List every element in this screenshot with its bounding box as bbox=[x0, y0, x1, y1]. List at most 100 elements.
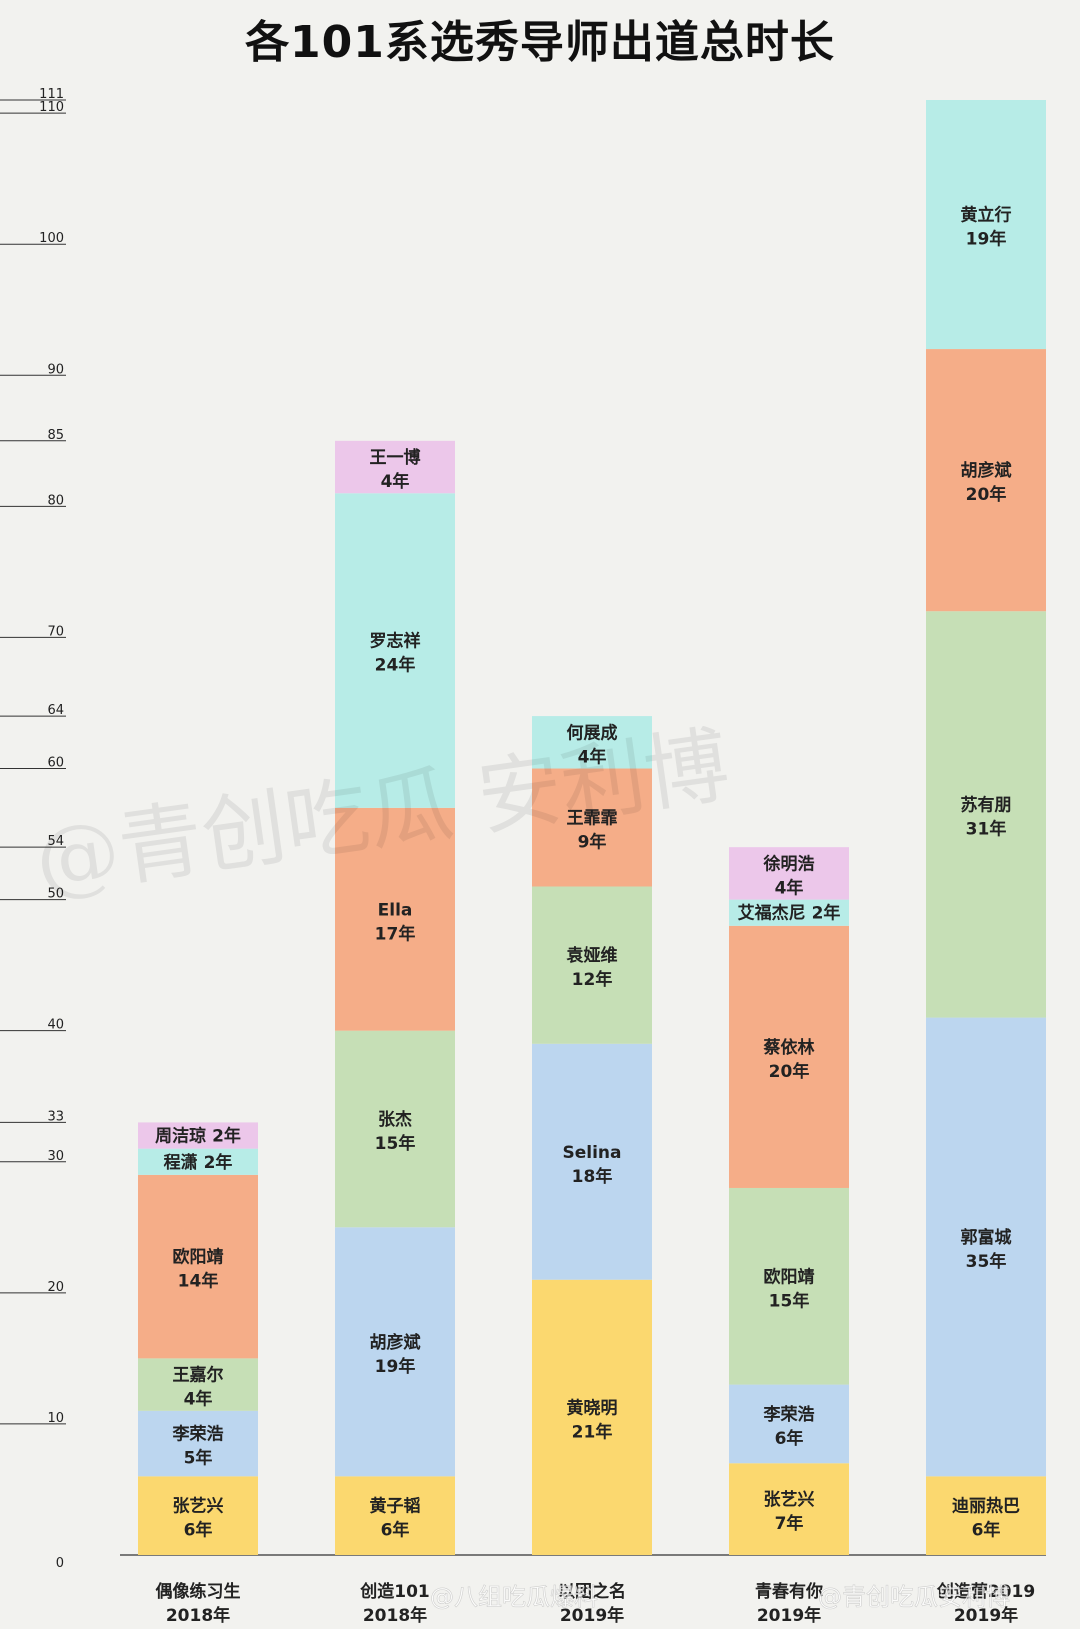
segment-name: Ella bbox=[378, 900, 413, 920]
segment-name: 王嘉尔 bbox=[173, 1365, 224, 1386]
bar-segment bbox=[138, 1476, 258, 1555]
segment-value: 2年 bbox=[212, 1126, 241, 1147]
segment-name: 黄立行 bbox=[961, 205, 1012, 226]
segment-value: 2年 bbox=[204, 1152, 233, 1173]
segment-value: 9年 bbox=[578, 832, 607, 853]
segment-name: 程潇 bbox=[164, 1152, 198, 1173]
segment-value: 21年 bbox=[572, 1421, 613, 1442]
y-tick-label: 85 bbox=[47, 428, 64, 443]
weibo-watermark: @青创吃瓜安利博 bbox=[818, 1583, 1010, 1611]
y-tick-label: 80 bbox=[47, 493, 64, 508]
segment-value: 5年 bbox=[184, 1448, 213, 1469]
category-year: 2019年 bbox=[560, 1605, 624, 1626]
segment-label: 周洁琼 2年 bbox=[155, 1126, 241, 1147]
category-year: 2018年 bbox=[363, 1605, 427, 1626]
bar-segment bbox=[532, 768, 652, 887]
bar-segment bbox=[138, 1410, 258, 1477]
segment-value: 35年 bbox=[966, 1251, 1007, 1272]
bar-segment bbox=[729, 1384, 849, 1464]
segment-value: 19年 bbox=[375, 1356, 416, 1377]
bar-segment bbox=[138, 1148, 258, 1175]
category-year: 2019年 bbox=[954, 1605, 1018, 1626]
bar-segment bbox=[926, 1476, 1046, 1555]
y-tick-label: 100 bbox=[39, 231, 64, 246]
bar-segment bbox=[335, 1227, 455, 1477]
y-tick-label: 60 bbox=[47, 756, 64, 771]
y-tick-label: 0 bbox=[56, 1556, 64, 1571]
bar-segment bbox=[138, 1122, 258, 1149]
segment-value: 12年 bbox=[572, 969, 613, 990]
segment-value: 4年 bbox=[381, 471, 410, 492]
segment-name: Selina bbox=[562, 1143, 621, 1163]
y-tick-label: 50 bbox=[47, 887, 64, 902]
bar-segment bbox=[335, 807, 455, 1031]
y-tick-label: 90 bbox=[47, 362, 64, 377]
segment-value: 17年 bbox=[375, 923, 416, 944]
segment-name: 欧阳靖 bbox=[764, 1266, 815, 1287]
y-tick-label: 10 bbox=[47, 1411, 64, 1426]
bar-segment bbox=[138, 1358, 258, 1411]
category-label: 偶像练习生 bbox=[156, 1581, 241, 1602]
segment-name: 胡彦斌 bbox=[961, 460, 1012, 481]
segment-name: 蔡依林 bbox=[763, 1037, 815, 1058]
segment-name: 张艺兴 bbox=[173, 1496, 224, 1517]
segment-name: 胡彦斌 bbox=[370, 1332, 421, 1353]
segment-value: 6年 bbox=[972, 1520, 1001, 1541]
weibo-watermark: @八组吃瓜爆料 bbox=[430, 1583, 598, 1611]
bar-segment bbox=[335, 1030, 455, 1228]
category-year: 2019年 bbox=[757, 1605, 821, 1626]
bar-segment bbox=[729, 899, 849, 926]
bar-segment bbox=[532, 1043, 652, 1280]
segment-value: 18年 bbox=[572, 1166, 613, 1187]
segment-name: 何展成 bbox=[567, 722, 618, 743]
segment-name: 王霏霏 bbox=[567, 809, 618, 829]
segment-name: 罗志祥 bbox=[370, 631, 421, 652]
bar-segment bbox=[335, 1476, 455, 1555]
bar-segment bbox=[729, 925, 849, 1188]
segment-value: 4年 bbox=[184, 1389, 213, 1410]
y-tick-label: 64 bbox=[47, 703, 64, 718]
segment-name: 黄子韬 bbox=[370, 1496, 421, 1517]
category-label: 创造营2019 bbox=[936, 1581, 1035, 1602]
segment-name: 迪丽热巴 bbox=[952, 1496, 1020, 1517]
y-tick-label: 70 bbox=[47, 624, 64, 639]
segment-name: 李荣浩 bbox=[764, 1404, 815, 1425]
segment-name: 张艺兴 bbox=[764, 1489, 815, 1510]
segment-name: 周洁琼 bbox=[155, 1126, 206, 1147]
segment-name: 苏有朋 bbox=[961, 794, 1012, 815]
segment-name: 王一博 bbox=[370, 447, 421, 468]
segment-name: 黄晓明 bbox=[567, 1397, 618, 1418]
segment-value: 4年 bbox=[775, 877, 804, 898]
bar-segment bbox=[729, 1463, 849, 1555]
bar-segment bbox=[729, 847, 849, 900]
bar-segment bbox=[926, 100, 1046, 350]
bar-segment bbox=[926, 611, 1046, 1018]
segment-name: 郭富城 bbox=[961, 1227, 1012, 1248]
segment-name: 艾福杰尼 bbox=[738, 903, 806, 924]
segment-name: 徐明浩 bbox=[763, 853, 815, 874]
bar-segment bbox=[729, 1187, 849, 1385]
segment-value: 6年 bbox=[775, 1428, 804, 1449]
chart-title: 各101系选秀导师出道总时长 bbox=[245, 17, 835, 68]
bar-segment bbox=[335, 493, 455, 808]
segment-label: 程潇 2年 bbox=[164, 1152, 233, 1173]
y-tick-label: 110 bbox=[39, 100, 64, 115]
y-tick-label: 111 bbox=[39, 87, 64, 102]
segment-value: 31年 bbox=[966, 818, 1007, 839]
y-tick-label: 33 bbox=[47, 1109, 64, 1124]
bar-segment bbox=[532, 1279, 652, 1555]
y-tick-label: 30 bbox=[47, 1149, 64, 1164]
segment-name: 袁娅维 bbox=[566, 945, 618, 966]
segment-value: 4年 bbox=[578, 746, 607, 767]
segment-value: 6年 bbox=[381, 1520, 410, 1541]
bar-segment bbox=[532, 886, 652, 1044]
segment-value: 19年 bbox=[966, 229, 1007, 250]
category-label: 创造101 bbox=[359, 1581, 430, 1602]
bar-segment bbox=[532, 716, 652, 769]
bar-segment bbox=[926, 1017, 1046, 1477]
category-label: 以团之名 bbox=[558, 1581, 626, 1602]
bar-segment bbox=[335, 440, 455, 494]
segment-name: 李荣浩 bbox=[173, 1424, 224, 1445]
